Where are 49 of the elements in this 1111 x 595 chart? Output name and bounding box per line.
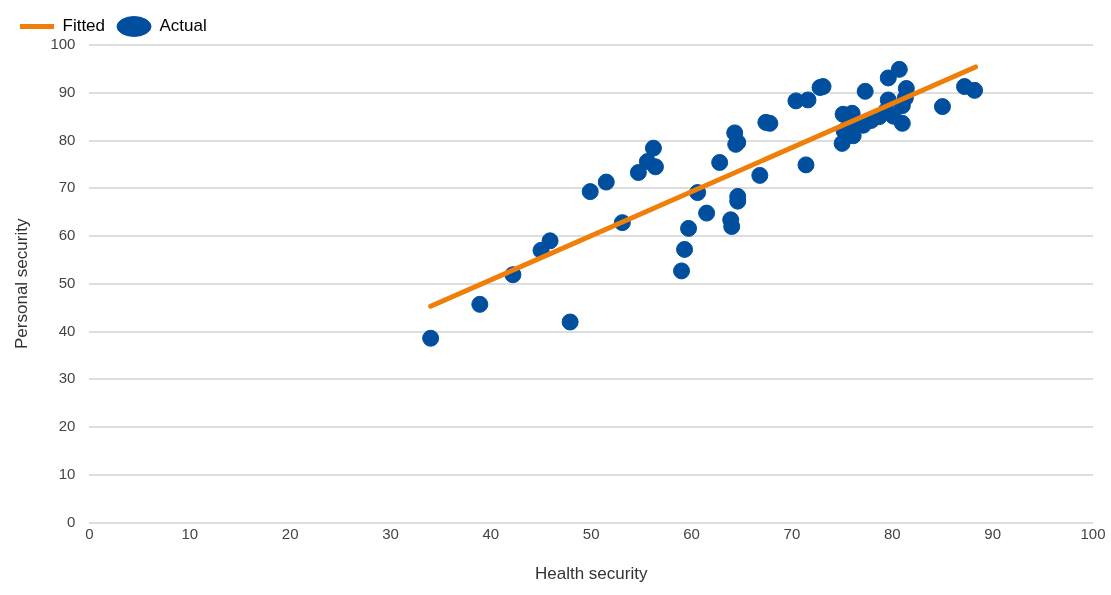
y-tick-label: 90 — [58, 82, 76, 100]
legend-label: Actual — [159, 16, 207, 36]
point — [680, 219, 698, 237]
y-tick-label: 80 — [58, 130, 76, 148]
y-tick-label: 0 — [67, 512, 76, 530]
point — [422, 329, 440, 347]
y-tick-label: 100 — [50, 35, 76, 53]
y-tick-label: 20 — [58, 417, 76, 435]
point — [797, 156, 815, 174]
point — [698, 204, 716, 222]
y-tick-label: 50 — [58, 273, 76, 291]
y-tick-label: 40 — [58, 321, 76, 339]
x-tick-label: 90 — [984, 524, 1001, 542]
point — [890, 60, 908, 78]
point — [581, 183, 599, 201]
point — [644, 139, 662, 157]
point — [676, 240, 694, 258]
x-axis-title: Health security — [534, 564, 648, 584]
y-axis-title: Personal security — [11, 218, 31, 349]
x-tick-label: 40 — [482, 524, 500, 542]
x-tick-label: 80 — [883, 524, 901, 542]
x-tick-label: 20 — [281, 524, 299, 542]
legend-label: Fitted — [62, 16, 106, 36]
point — [799, 91, 817, 109]
point — [629, 164, 647, 182]
y-tick-label: 60 — [58, 226, 76, 244]
point — [711, 153, 729, 171]
point — [879, 69, 897, 87]
point — [966, 81, 984, 99]
point — [541, 232, 559, 250]
x-tick-label: 70 — [783, 524, 801, 542]
y-tick-label: 30 — [58, 369, 76, 387]
y-tick-label: 10 — [58, 464, 76, 482]
point — [933, 98, 951, 116]
y-tick-label: 70 — [58, 178, 76, 196]
point — [471, 295, 489, 313]
x-tick-label: 50 — [582, 524, 600, 542]
point — [597, 173, 615, 191]
x-tick-label: 30 — [382, 524, 399, 542]
x-tick-label: 0 — [85, 524, 94, 542]
x-tick-label: 60 — [683, 524, 700, 542]
point — [561, 313, 579, 331]
point — [751, 166, 769, 184]
point — [646, 158, 664, 176]
point — [893, 114, 911, 132]
point — [673, 262, 691, 280]
x-tick-label: 10 — [181, 524, 199, 542]
x-tick-label: 100 — [1080, 524, 1106, 542]
point — [856, 82, 874, 100]
